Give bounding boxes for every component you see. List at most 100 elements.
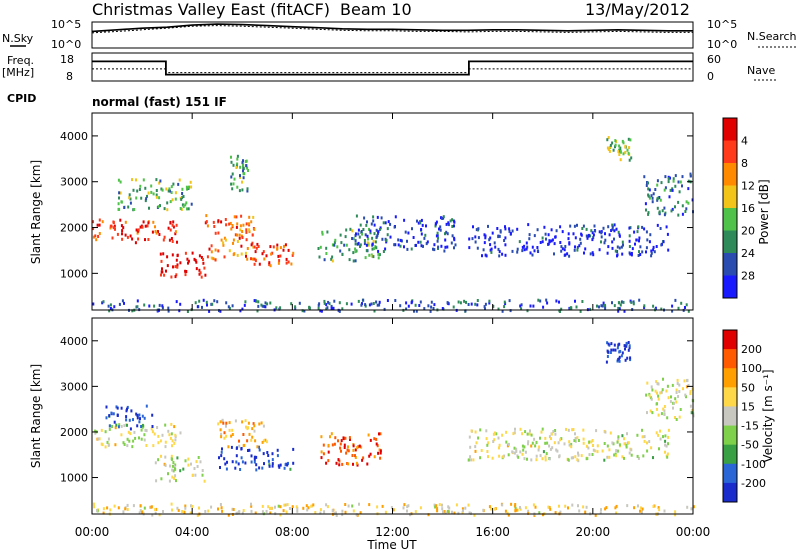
data-cell [228, 306, 231, 310]
data-cell [592, 233, 595, 237]
data-cell [430, 305, 433, 309]
data-cell [175, 223, 178, 227]
data-cell [674, 298, 677, 302]
data-cell [503, 239, 506, 242]
data-cell [347, 462, 350, 466]
data-cell [484, 253, 487, 257]
data-cell [138, 188, 141, 191]
data-cell [355, 214, 358, 218]
data-cell [166, 208, 169, 212]
data-cell [609, 143, 612, 147]
data-cell [157, 434, 160, 438]
data-cell [643, 306, 646, 309]
data-cell [268, 263, 271, 267]
data-cell [236, 162, 239, 166]
data-cell [247, 421, 250, 425]
data-cell [465, 300, 467, 304]
data-cell [606, 455, 609, 459]
data-cell [344, 235, 347, 239]
data-cell [267, 454, 270, 457]
data-cell [250, 502, 252, 506]
data-cell [659, 429, 661, 433]
data-cell [624, 358, 627, 362]
data-cell [623, 344, 626, 348]
data-cell [246, 257, 249, 261]
data-cell [318, 302, 321, 306]
data-cell [659, 437, 662, 441]
data-cell [599, 511, 602, 515]
data-cell [628, 344, 631, 348]
data-cell [242, 444, 245, 448]
data-cell [647, 212, 650, 216]
data-cell [264, 301, 267, 305]
data-cell [362, 298, 365, 302]
data-cell [253, 424, 256, 428]
data-cell [389, 235, 392, 239]
data-cell [343, 243, 346, 247]
data-cell [406, 509, 408, 513]
data-cell [648, 394, 651, 398]
data-cell [621, 434, 624, 438]
data-cell [110, 411, 113, 415]
data-cell [636, 433, 639, 437]
data-cell [441, 507, 444, 511]
data-cell [474, 235, 477, 239]
data-cell [520, 307, 523, 311]
colorbar-tick-label: -50 [741, 439, 759, 452]
data-cell [530, 433, 533, 437]
data-cell [641, 428, 643, 432]
data-cell [533, 234, 536, 238]
data-cell [151, 430, 154, 434]
data-cell [541, 236, 544, 240]
data-cell [514, 508, 517, 512]
data-cell [145, 197, 148, 201]
data-cell [582, 224, 585, 228]
data-cell [175, 300, 178, 304]
data-cell [616, 250, 619, 253]
data-cell [621, 139, 624, 143]
data-cell [201, 305, 203, 309]
data-cell [131, 309, 134, 313]
data-cell [319, 309, 322, 313]
data-cell [228, 249, 231, 253]
data-cell [107, 437, 110, 441]
data-cell [250, 243, 253, 247]
data-cell [129, 432, 132, 436]
data-cell [257, 245, 260, 248]
y-tick-label: 3000 [60, 176, 88, 189]
data-cell [108, 424, 111, 428]
data-cell [231, 460, 234, 464]
data-cell [607, 350, 610, 354]
data-cell [667, 428, 670, 432]
data-cell [513, 451, 516, 455]
data-cell [151, 230, 154, 234]
data-cell [344, 436, 347, 440]
data-cell [560, 307, 563, 311]
colorbar-tick-label: 50 [741, 381, 755, 394]
data-cell [238, 236, 241, 240]
data-cell [507, 513, 510, 517]
data-cell [363, 242, 366, 246]
data-cell [179, 431, 182, 435]
data-cell [223, 255, 226, 259]
data-cell [685, 395, 687, 399]
data-cell [603, 241, 606, 245]
data-cell [624, 145, 627, 149]
data-cell [155, 193, 158, 197]
data-cell [628, 146, 631, 150]
data-cell [542, 513, 544, 517]
data-cell [152, 192, 155, 196]
data-cell [118, 207, 121, 211]
data-cell [231, 172, 234, 176]
data-cell [598, 305, 600, 309]
data-cell [139, 504, 142, 508]
data-cell [531, 253, 534, 257]
data-cell [321, 230, 324, 234]
data-cell [239, 174, 241, 178]
data-cell [659, 198, 662, 202]
data-cell [548, 239, 551, 243]
data-cell [275, 306, 278, 310]
data-cell [613, 223, 616, 227]
data-cell [664, 175, 667, 179]
data-cell [340, 241, 343, 245]
